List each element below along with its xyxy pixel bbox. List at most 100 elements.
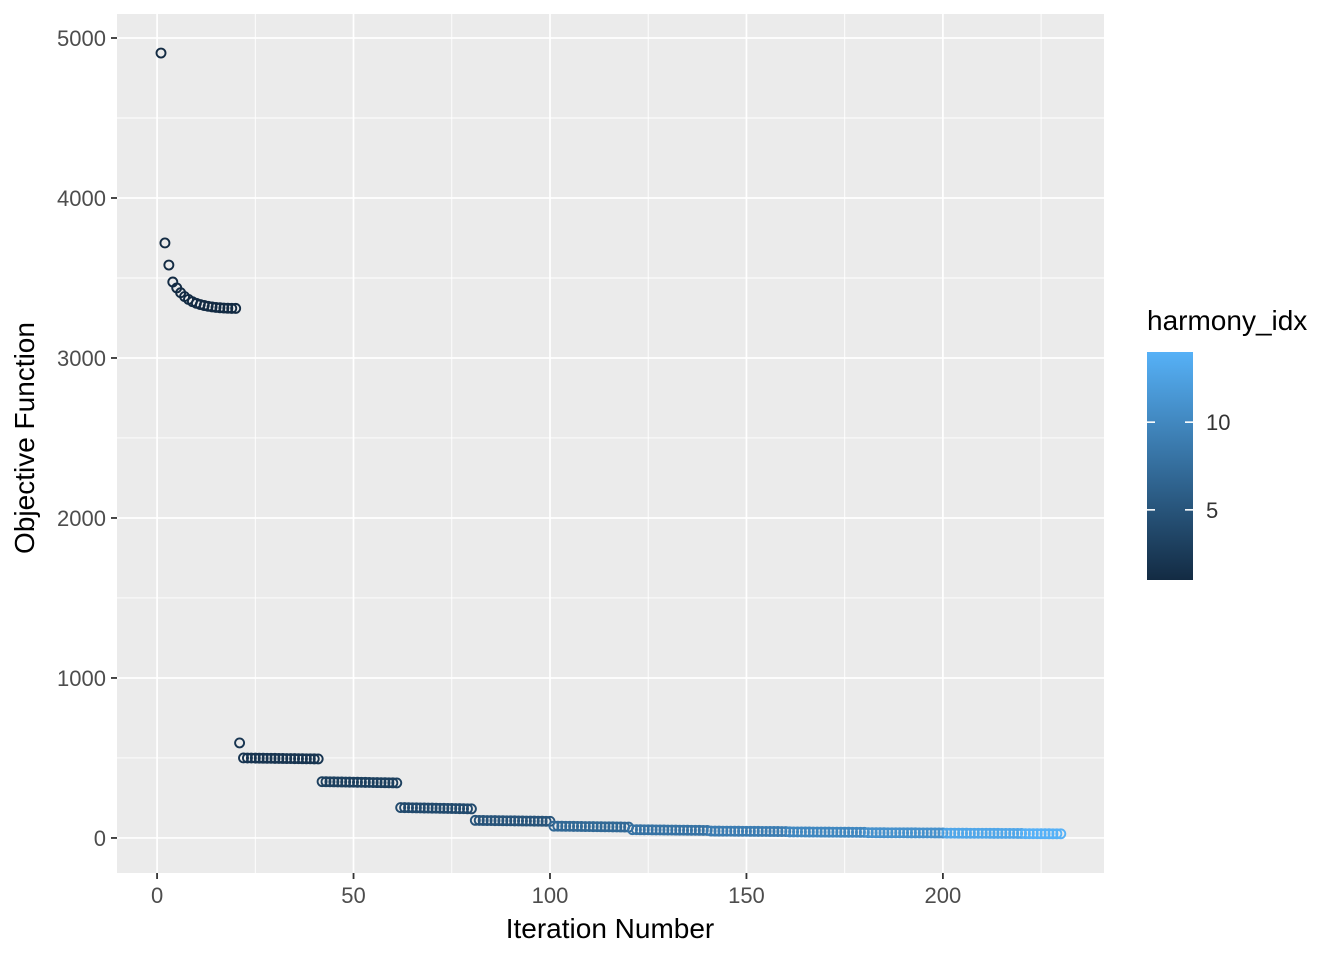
- data-point: [410, 802, 422, 814]
- data-point: [709, 825, 721, 837]
- legend-tick-label: 10: [1206, 410, 1230, 435]
- data-point: [493, 815, 505, 827]
- data-point: [238, 752, 249, 764]
- data-point: [391, 777, 403, 789]
- data-point: [642, 824, 654, 836]
- x-tick-label: 0: [151, 883, 163, 908]
- data-point: [308, 753, 320, 765]
- data-point: [945, 827, 957, 839]
- data-point: [847, 826, 858, 838]
- data-point: [729, 825, 741, 837]
- data-point: [878, 827, 890, 839]
- data-point: [524, 815, 536, 827]
- data-point: [230, 302, 242, 314]
- data-point: [265, 752, 277, 764]
- data-point: [630, 824, 642, 836]
- data-point: [297, 753, 308, 765]
- data-point: [1012, 828, 1024, 839]
- colorbar-legend: harmony_idx 5 10: [1147, 305, 1307, 580]
- data-point: [399, 802, 411, 814]
- data-point: [249, 752, 261, 764]
- data-point: [159, 237, 171, 249]
- data-point: [434, 802, 446, 814]
- data-point: [1000, 827, 1012, 839]
- data-point: [328, 776, 340, 788]
- data-point: [599, 821, 611, 833]
- data-point: [1019, 828, 1031, 840]
- legend-tick-marks: [1147, 421, 1193, 511]
- data-point: [835, 826, 847, 838]
- data-point: [352, 776, 363, 788]
- x-axis-title: Iteration Number: [506, 913, 715, 944]
- data-point: [520, 815, 532, 827]
- data-point: [917, 827, 929, 839]
- data-point: [277, 753, 289, 764]
- data-point: [595, 821, 607, 833]
- data-point: [336, 776, 348, 788]
- data-point: [505, 815, 517, 827]
- data-point: [984, 827, 996, 839]
- data-point: [462, 803, 473, 815]
- data-point: [371, 777, 383, 789]
- data-point: [414, 802, 426, 814]
- data-point: [1031, 828, 1043, 840]
- x-tick-label: 150: [728, 883, 765, 908]
- data-point: [438, 802, 450, 814]
- data-point: [733, 825, 745, 837]
- x-tick-label: 200: [925, 883, 962, 908]
- legend-title: harmony_idx: [1147, 305, 1307, 336]
- legend-tick-labels: 5 10: [1206, 410, 1230, 523]
- data-point: [430, 802, 442, 814]
- data-point: [992, 827, 1004, 839]
- data-point: [340, 776, 352, 788]
- data-point: [780, 826, 792, 838]
- data-point: [485, 815, 497, 827]
- data-point: [206, 301, 218, 313]
- data-point: [407, 802, 418, 814]
- y-axis-title: Objective Function: [9, 322, 40, 554]
- data-point: [568, 820, 580, 832]
- y-tick-label: 4000: [57, 186, 106, 211]
- data-point: [615, 821, 627, 833]
- data-point: [481, 815, 493, 826]
- data-point: [579, 821, 591, 832]
- data-point: [941, 827, 953, 839]
- data-point: [269, 752, 281, 764]
- data-point: [560, 820, 572, 832]
- data-point: [902, 827, 913, 839]
- data-point: [454, 803, 466, 815]
- data-point: [324, 776, 336, 788]
- data-point: [811, 826, 823, 838]
- data-point: [670, 824, 682, 836]
- data-point: [976, 827, 988, 839]
- data-point: [772, 826, 784, 837]
- data-point: [426, 802, 438, 814]
- data-point: [607, 821, 619, 833]
- data-point: [925, 827, 937, 839]
- data-point: [245, 752, 257, 764]
- data-point: [996, 827, 1008, 839]
- axis-tick-marks: [111, 37, 944, 879]
- data-point: [210, 301, 222, 313]
- data-point: [909, 827, 921, 839]
- data-point: [674, 824, 686, 836]
- data-point: [921, 827, 933, 839]
- data-point: [906, 827, 917, 839]
- data-point: [587, 821, 599, 833]
- data-point: [792, 826, 803, 838]
- data-point: [957, 827, 969, 839]
- data-point: [823, 826, 835, 838]
- data-point: [634, 824, 646, 836]
- data-point: [163, 259, 175, 271]
- data-point: [1055, 828, 1067, 840]
- data-point: [513, 815, 525, 827]
- data-point: [540, 815, 552, 827]
- data-point: [477, 815, 489, 826]
- data-point: [465, 803, 477, 815]
- data-point: [961, 827, 972, 839]
- data-point: [756, 825, 768, 837]
- data-point: [666, 824, 678, 836]
- data-point: [312, 753, 324, 765]
- data-point: [678, 824, 690, 836]
- data-point: [509, 815, 521, 827]
